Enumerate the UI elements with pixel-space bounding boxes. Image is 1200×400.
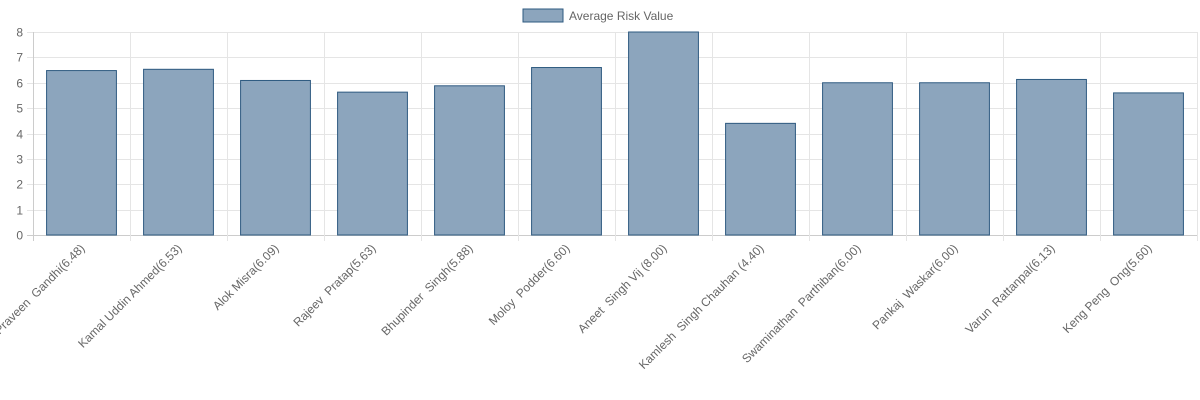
x-tick-label: Varun Rattanpal(6.13) [963, 241, 1058, 336]
legend-label: Average Risk Value [569, 9, 674, 23]
bar[interactable] [337, 91, 408, 236]
x-tick-label: Rajeev Pratap(5.63) [290, 241, 378, 329]
x-tick-label: Kamal Uddin Ahmed(6.53) [75, 241, 184, 350]
legend-swatch [522, 8, 564, 23]
x-tick-label: Aneet Singh Vij (8.00) [575, 241, 670, 336]
bar[interactable] [240, 79, 311, 236]
bar[interactable] [1016, 78, 1087, 236]
y-tick-label: 5 [16, 102, 23, 116]
x-tick-label: Pankaj Waskar(6.00) [869, 241, 960, 332]
x-axis-labels: Praveen Gandhi(6.48)Kamal Uddin Ahmed(6.… [0, 241, 1155, 372]
bar[interactable] [143, 68, 214, 236]
bar[interactable] [725, 122, 796, 236]
y-tick-label: 2 [16, 178, 23, 192]
x-tick-label: Alok Misra(6.09) [210, 241, 282, 313]
y-tick-label: 3 [16, 153, 23, 167]
legend[interactable]: Average Risk Value [522, 8, 674, 23]
bar[interactable] [434, 85, 505, 236]
x-tick-label: Moloy Podder(6.60) [486, 241, 573, 328]
bar[interactable] [919, 82, 990, 236]
y-tick-label: 6 [16, 77, 23, 91]
x-tick-label: Praveen Gandhi(6.48) [0, 241, 88, 337]
bar[interactable] [628, 31, 699, 236]
bar[interactable] [1113, 92, 1184, 236]
bar[interactable] [46, 70, 117, 236]
y-tick-label: 0 [16, 229, 23, 243]
x-tick-label: Keng Peng Ong(5.60) [1060, 241, 1155, 336]
bars [46, 31, 1184, 236]
y-tick-label: 7 [16, 51, 23, 65]
y-tick-label: 1 [16, 204, 23, 218]
bar[interactable] [822, 82, 893, 236]
y-axis-ticks: 0 1 2 3 4 5 6 7 8 [16, 26, 23, 243]
x-tick-label: Bhupinder Singh(5.88) [378, 241, 475, 338]
bar[interactable] [531, 67, 602, 236]
y-tick-label: 4 [16, 128, 23, 142]
y-tick-label: 8 [16, 26, 23, 40]
gridlines [27, 32, 1198, 241]
